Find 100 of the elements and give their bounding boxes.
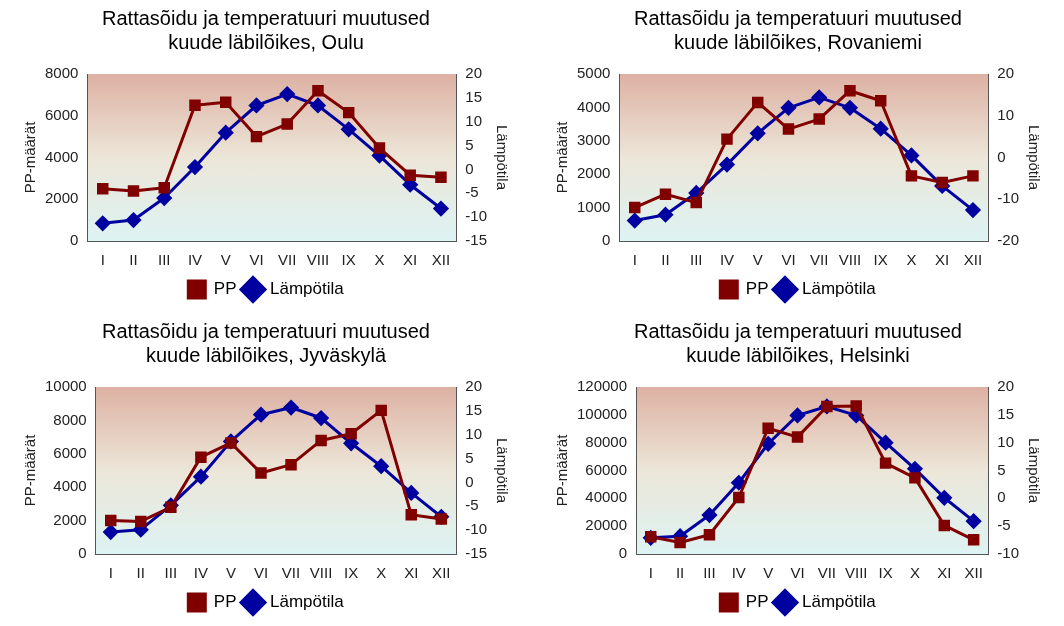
x-tick-label: VII xyxy=(810,251,829,269)
x-tick-label: XI xyxy=(935,251,950,269)
legend-label: PP xyxy=(745,279,769,299)
x-tick-label: VI xyxy=(253,564,269,582)
y2-tick-label: 0 xyxy=(465,472,474,490)
x-tick-label: IV xyxy=(193,564,208,582)
x-tick-label: IX xyxy=(873,251,888,269)
y-tick-label: 0 xyxy=(70,231,79,249)
y-tick-label: 6000 xyxy=(44,105,79,123)
y-tick-label: 4000 xyxy=(53,477,87,495)
x-tick-label: X xyxy=(906,251,917,269)
x-tick-label: I xyxy=(648,564,653,582)
x-tick-label: IX xyxy=(341,251,356,269)
x-tick-label: V xyxy=(763,564,774,582)
y-tick-label: 100000 xyxy=(576,404,628,422)
y2-tick-label: 5 xyxy=(997,460,1006,478)
x-tick-label: V xyxy=(220,251,231,269)
y2-tick-label: -5 xyxy=(997,516,1011,534)
y-tick-label: 0 xyxy=(618,544,628,562)
y-tick-label: 1000 xyxy=(576,197,611,215)
x-tick-label: III xyxy=(157,251,171,269)
x-tick-label: VII xyxy=(817,564,837,582)
legend-label: PP xyxy=(213,592,237,612)
x-tick-label: V xyxy=(225,564,236,582)
x-tick-label: XI xyxy=(403,251,418,269)
y-tick-label: 2000 xyxy=(44,189,79,207)
x-tick-label: IX xyxy=(344,564,359,582)
x-tick-label: VII xyxy=(281,564,301,582)
x-tick-label: I xyxy=(632,251,637,269)
y-tick-label: 80000 xyxy=(585,432,628,450)
x-tick-label: XII xyxy=(964,564,983,582)
x-tick-label: II xyxy=(661,251,670,269)
x-tick-label: III xyxy=(689,251,703,269)
y2-tick-label: -20 xyxy=(997,231,1020,249)
x-tick-label: III xyxy=(164,564,178,582)
x-tick-label: IV xyxy=(187,251,203,269)
legend-label: PP xyxy=(745,592,769,612)
y-axis-title: PP-määrät xyxy=(553,433,571,507)
y2-tick-label: 10 xyxy=(465,424,483,442)
x-tick-label: X xyxy=(909,564,920,582)
x-tick-label: XII xyxy=(431,251,451,269)
x-tick-label: XI xyxy=(937,564,952,582)
y-tick-label: 8000 xyxy=(53,410,87,428)
y-tick-label: 5000 xyxy=(576,64,611,82)
x-tick-label: XII xyxy=(963,251,983,269)
x-tick-label: VII xyxy=(278,251,297,269)
legend-label: Lämpötila xyxy=(801,592,877,612)
y2-axis-title: Lämpötila xyxy=(1025,124,1043,191)
chart-title: Rattasõidu ja temperatuuri muutused kuude läbilõikes, Helsinki xyxy=(633,319,963,368)
x-tick-label: XI xyxy=(404,564,419,582)
y2-tick-label: 15 xyxy=(465,88,483,105)
x-tick-label: X xyxy=(374,251,385,269)
x-tick-label: XII xyxy=(432,564,451,582)
y2-tick-label: -10 xyxy=(465,207,488,225)
y-tick-label: 10000 xyxy=(44,377,87,395)
x-tick-label: II xyxy=(129,251,138,269)
x-tick-label: VI xyxy=(781,251,796,269)
y-axis-title: PP-määrät xyxy=(553,120,571,194)
x-tick-label: VI xyxy=(790,564,805,582)
x-tick-label: I xyxy=(108,564,113,582)
y2-tick-label: 10 xyxy=(997,432,1015,450)
y2-tick-label: 20 xyxy=(465,377,483,395)
legend-label: Lämpötila xyxy=(269,279,345,299)
chart-title: Rattasõidu ja temperatuuri muutused kuude läbilõikes, Jyväskylä xyxy=(101,319,431,368)
y-tick-label: 0 xyxy=(602,231,611,249)
x-tick-label: IV xyxy=(731,564,746,582)
x-tick-label: III xyxy=(703,564,716,582)
y-tick-label: 2000 xyxy=(53,510,87,528)
y-tick-label: 8000 xyxy=(44,64,79,82)
y2-tick-label: 0 xyxy=(465,159,474,177)
y2-axis-title: Lämpötila xyxy=(493,437,511,504)
y-tick-label: 60000 xyxy=(585,460,628,478)
legend-label: Lämpötila xyxy=(801,279,877,299)
y2-tick-label: -10 xyxy=(465,520,488,538)
y2-tick-label: 15 xyxy=(997,404,1015,422)
y2-tick-label: 20 xyxy=(465,64,483,82)
y-tick-label: 40000 xyxy=(585,488,628,506)
y2-tick-label: 0 xyxy=(997,147,1006,165)
y-tick-label: 4000 xyxy=(44,147,79,165)
y2-tick-label: 15 xyxy=(465,401,483,418)
x-tick-label: IX xyxy=(878,564,893,582)
x-tick-label: IV xyxy=(719,251,735,269)
y2-tick-label: -15 xyxy=(465,231,488,249)
y-tick-label: 20000 xyxy=(585,516,628,534)
y2-tick-label: 10 xyxy=(465,111,483,129)
y2-tick-label: 20 xyxy=(997,64,1015,82)
y2-tick-label: -10 xyxy=(997,544,1020,562)
y2-tick-label: 20 xyxy=(997,377,1015,395)
x-tick-label: I xyxy=(100,251,105,269)
x-tick-label: VI xyxy=(249,251,264,269)
x-tick-label: VIII xyxy=(306,251,330,269)
x-tick-label: VIII xyxy=(838,251,862,269)
x-tick-label: VIII xyxy=(844,564,868,582)
x-tick-label: II xyxy=(675,564,685,582)
y-tick-label: 3000 xyxy=(576,130,611,148)
y2-tick-label: -5 xyxy=(465,183,479,201)
y-tick-label: 2000 xyxy=(576,164,611,182)
x-tick-label: X xyxy=(376,564,387,582)
y-tick-label: 6000 xyxy=(53,443,87,461)
chart-title: Rattasõidu ja temperatuuri muutused kuude läbilõikes, Oulu xyxy=(101,6,431,55)
